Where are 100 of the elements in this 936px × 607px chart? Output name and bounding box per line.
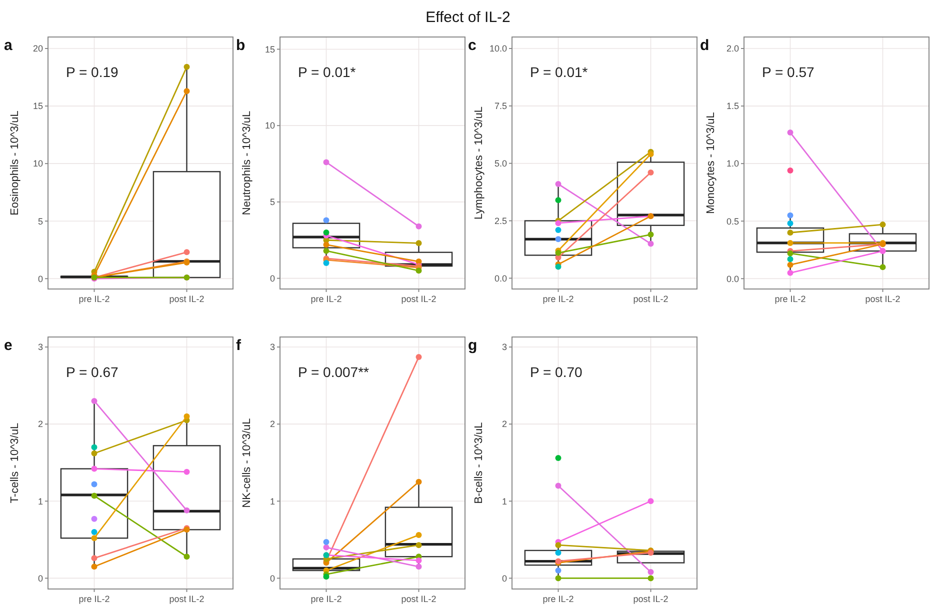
y-tick-label: 20: [32, 44, 43, 54]
point: [184, 413, 190, 420]
point: [323, 260, 330, 266]
point: [416, 268, 422, 274]
point: [648, 569, 654, 576]
point: [323, 544, 330, 550]
point: [416, 557, 422, 564]
x-tick-label: post IL-2: [169, 594, 204, 604]
chart-title: c: [468, 37, 476, 54]
point: [787, 130, 794, 136]
y-tick-label: 0: [38, 274, 43, 284]
point: [91, 564, 98, 570]
x-tick-label: post IL-2: [401, 594, 436, 604]
x-tick-label: pre IL-2: [310, 594, 342, 604]
point: [91, 450, 98, 456]
point: [323, 159, 330, 166]
point: [323, 229, 330, 236]
point: [184, 468, 190, 475]
point: [91, 528, 98, 535]
y-tick-label: 5.0: [494, 158, 507, 168]
x-tick-label: post IL-2: [401, 294, 436, 304]
point: [323, 217, 330, 224]
y-tick-label: 0: [38, 573, 43, 584]
point: [648, 151, 654, 158]
point: [555, 264, 562, 270]
y-tick-label: 1.0: [726, 158, 739, 169]
text: P = 0.007**: [298, 364, 370, 380]
y-tick-label: 2: [38, 419, 43, 430]
point: [555, 454, 562, 461]
point: [91, 398, 98, 404]
y-axis-title: Monocytes - 10^3/uL: [705, 112, 717, 214]
chart-title: b: [236, 37, 246, 54]
text: P = 0.57: [762, 64, 814, 80]
point: [416, 542, 422, 548]
point: [323, 248, 330, 254]
x-tick-label: post IL-2: [633, 594, 668, 604]
point: [787, 262, 794, 268]
y-axis-title: Lymphocytes - 10^3/uL: [473, 106, 485, 220]
y-tick-label: 3: [502, 342, 507, 352]
y-tick-label: 0.0: [726, 274, 739, 284]
y-tick-label: 0: [270, 573, 275, 584]
y-axis-title: NK-cells - 10^3/uL: [241, 418, 253, 508]
y-tick-label: 7.5: [494, 101, 507, 112]
y-tick-label: 0: [502, 573, 507, 584]
point: [184, 249, 190, 256]
chart-title: a: [4, 37, 13, 54]
point: [787, 167, 794, 174]
point: [648, 170, 654, 176]
text: P = 0.01*: [298, 64, 356, 80]
point: [787, 230, 794, 236]
text: P = 0.67: [66, 364, 118, 380]
point: [323, 242, 330, 248]
x-tick-label: pre IL-2: [78, 294, 110, 304]
point: [555, 550, 562, 556]
y-tick-label: 0.5: [726, 216, 739, 226]
point: [91, 444, 98, 450]
point: [555, 575, 562, 582]
point: [787, 220, 794, 226]
y-axis-title: B-cells - 10^3/uL: [473, 422, 485, 504]
x-tick-label: pre IL-2: [310, 294, 342, 304]
y-tick-label: 5: [270, 197, 275, 208]
chart-title: e: [4, 337, 12, 354]
point: [648, 575, 654, 582]
y-tick-label: 2: [502, 419, 507, 430]
chart-title: d: [700, 37, 710, 54]
y-tick-label: 10.0: [489, 44, 507, 54]
point: [184, 88, 190, 94]
chart-title: g: [468, 337, 478, 354]
text: Effect of IL-2: [426, 9, 510, 26]
x-tick-label: post IL-2: [169, 294, 204, 304]
point: [648, 240, 654, 247]
point: [323, 538, 330, 545]
y-tick-label: 0: [270, 273, 275, 284]
point: [555, 181, 562, 188]
point: [880, 264, 886, 270]
y-tick-label: 5: [38, 216, 43, 226]
y-tick-label: 1.5: [726, 101, 739, 112]
point: [555, 542, 562, 548]
chart-title: f: [236, 337, 242, 354]
x-tick-label: pre IL-2: [78, 594, 110, 604]
point: [787, 212, 794, 218]
text: P = 0.70: [530, 364, 582, 380]
point: [91, 492, 98, 499]
point: [184, 64, 190, 70]
x-tick-label: pre IL-2: [542, 594, 574, 604]
y-tick-label: 15: [264, 44, 275, 54]
point: [323, 574, 330, 580]
y-tick-label: 10: [264, 120, 275, 131]
y-tick-label: 15: [32, 101, 43, 112]
point: [91, 555, 98, 562]
y-tick-label: 2: [270, 419, 275, 430]
point: [787, 270, 794, 276]
point: [184, 507, 190, 514]
y-tick-label: 1: [38, 496, 43, 506]
y-tick-label: 1: [502, 496, 507, 506]
y-tick-label: 2.0: [726, 44, 739, 54]
point: [416, 532, 422, 538]
point: [416, 240, 422, 246]
point: [787, 240, 794, 246]
point: [787, 256, 794, 262]
